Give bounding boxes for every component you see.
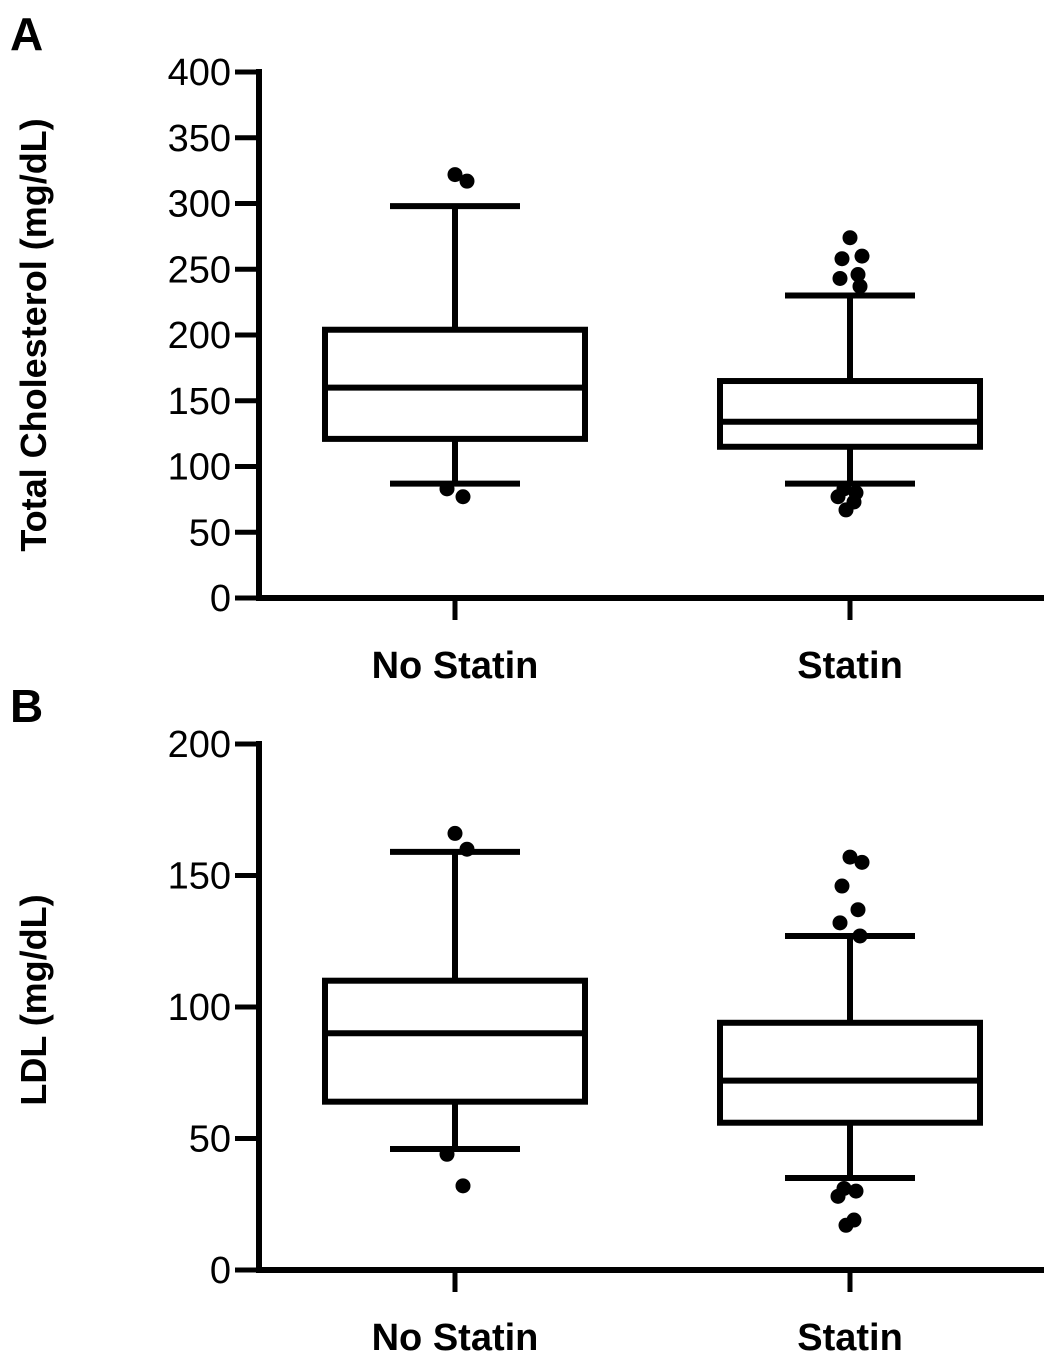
panel-a-y-axis-title: Total Cholesterol (mg/dL)	[13, 118, 54, 551]
panel-b-statin-outlier	[830, 1188, 846, 1204]
panel-b-statin-box	[717, 1019, 983, 1126]
panel-a-statin-outlier	[838, 502, 854, 518]
panel-b-y-axis-title: LDL (mg/dL)	[13, 894, 54, 1105]
panel-a-y-tick-label: 50	[189, 512, 231, 554]
panel-b-statin-outlier	[848, 1183, 864, 1199]
panel-b-statin-outlier	[832, 915, 848, 931]
panel-b-statin-outlier	[850, 902, 866, 918]
panel-b-statin-outlier	[852, 928, 868, 944]
panel-a-no-statin-outlier	[459, 173, 475, 189]
panel-a-statin-outlier	[850, 267, 866, 283]
panel-b-statin-outlier	[834, 878, 850, 894]
panel-b-y-tick-label: 200	[168, 724, 231, 766]
panel-a: A Total Cholesterol (mg/dL) 0 50 100 150 200…	[10, 8, 1044, 687]
panel-b-no-statin-outlier	[455, 1178, 471, 1194]
panel-b-category-label: Statin	[797, 1317, 903, 1359]
panel-b-statin-outlier	[854, 854, 870, 870]
panel-b-no-statin-outlier	[447, 825, 463, 841]
panel-a-y-tick-label: 300	[168, 184, 231, 226]
panel-a-statin-outlier	[832, 270, 848, 286]
panel-a-y-tick-label: 250	[168, 249, 231, 291]
panel-b-no-statin-outlier	[459, 841, 475, 857]
panel-a-statin-outlier	[842, 230, 858, 246]
panel-a-statin-outlier	[852, 278, 868, 294]
panel-a-y-tick-label: 350	[168, 118, 231, 160]
panel-a-no-statin-outlier	[455, 489, 471, 505]
panel-a-category-label: No Statin	[372, 645, 539, 687]
panel-a-y-tick-label: 150	[168, 381, 231, 423]
panel-b-label: B	[10, 680, 43, 732]
panel-a-statin-outlier	[830, 489, 846, 505]
panel-a-y-tick-label: 200	[168, 315, 231, 357]
panel-a-no-statin-outlier	[447, 167, 463, 183]
panel-a-category-label: Statin	[797, 645, 903, 687]
panel-b-plot-area: 0 50 100 150 200 No Statin Statin	[168, 724, 1044, 1359]
panel-b-y-tick-label: 50	[189, 1119, 231, 1161]
panel-b-y-tick-label: 100	[168, 987, 231, 1029]
panel-b-statin-outlier	[838, 1217, 854, 1233]
panel-a-no-statin-box	[322, 326, 588, 442]
panel-a-statin-box	[717, 378, 983, 450]
panel-a-y-tick-label: 400	[168, 52, 231, 94]
panel-b-no-statin-box	[322, 977, 588, 1105]
panel-a-y-tick-label: 100	[168, 447, 231, 489]
panel-b-y-tick-label: 150	[168, 856, 231, 898]
panel-a-statin-outlier	[834, 251, 850, 267]
panel-b-category-label: No Statin	[372, 1317, 539, 1359]
panel-a-label: A	[10, 8, 43, 60]
panel-a-no-statin-outlier	[439, 481, 455, 497]
panel-b-statin-outlier	[842, 849, 858, 865]
panel-a-statin-outlier	[854, 248, 870, 264]
panel-a-plot-area: 0 50 100 150 200 250 300 350 400 No Statin Statin	[168, 52, 1044, 687]
panel-a-y-tick-label: 0	[210, 578, 231, 620]
panel-b-no-statin-outlier	[439, 1146, 455, 1162]
panel-b-y-tick-label: 0	[210, 1250, 231, 1292]
panel-b: B LDL (mg/dL) 0 50 100 150 200 No Statin Stati…	[10, 680, 1044, 1359]
